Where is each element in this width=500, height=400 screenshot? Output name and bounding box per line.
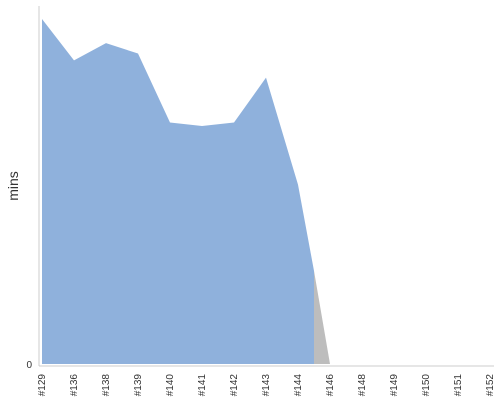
x-tick-label: #129: [37, 374, 48, 397]
y-axis-title: mins: [5, 171, 21, 201]
chart-areas: [42, 19, 330, 364]
x-tick-label: #139: [133, 374, 144, 397]
x-tick-label: #141: [197, 374, 208, 397]
area-series-2: [314, 270, 330, 364]
x-tick-label: #142: [229, 374, 240, 397]
x-tick-label: #144: [293, 374, 304, 397]
x-tick-label: #150: [421, 374, 432, 397]
x-tick-label: #152: [485, 374, 496, 397]
x-tick-labels: #129 #136 #138 #139 #140 #141 #142 #143 #144 #146…: [37, 374, 496, 397]
y-tick-label: 0: [26, 360, 32, 371]
area-series-1: [42, 19, 314, 364]
x-tick-label: #146: [325, 374, 336, 397]
x-tick-label: #140: [165, 374, 176, 397]
x-tick-label: #143: [261, 374, 272, 397]
x-tick-label: #151: [453, 374, 464, 397]
y-tick-labels: 0: [26, 360, 32, 371]
x-tick-label: #148: [357, 374, 368, 397]
x-tick-label: #138: [101, 374, 112, 397]
x-tick-label: #136: [69, 374, 80, 397]
x-tick-label: #149: [389, 374, 400, 397]
